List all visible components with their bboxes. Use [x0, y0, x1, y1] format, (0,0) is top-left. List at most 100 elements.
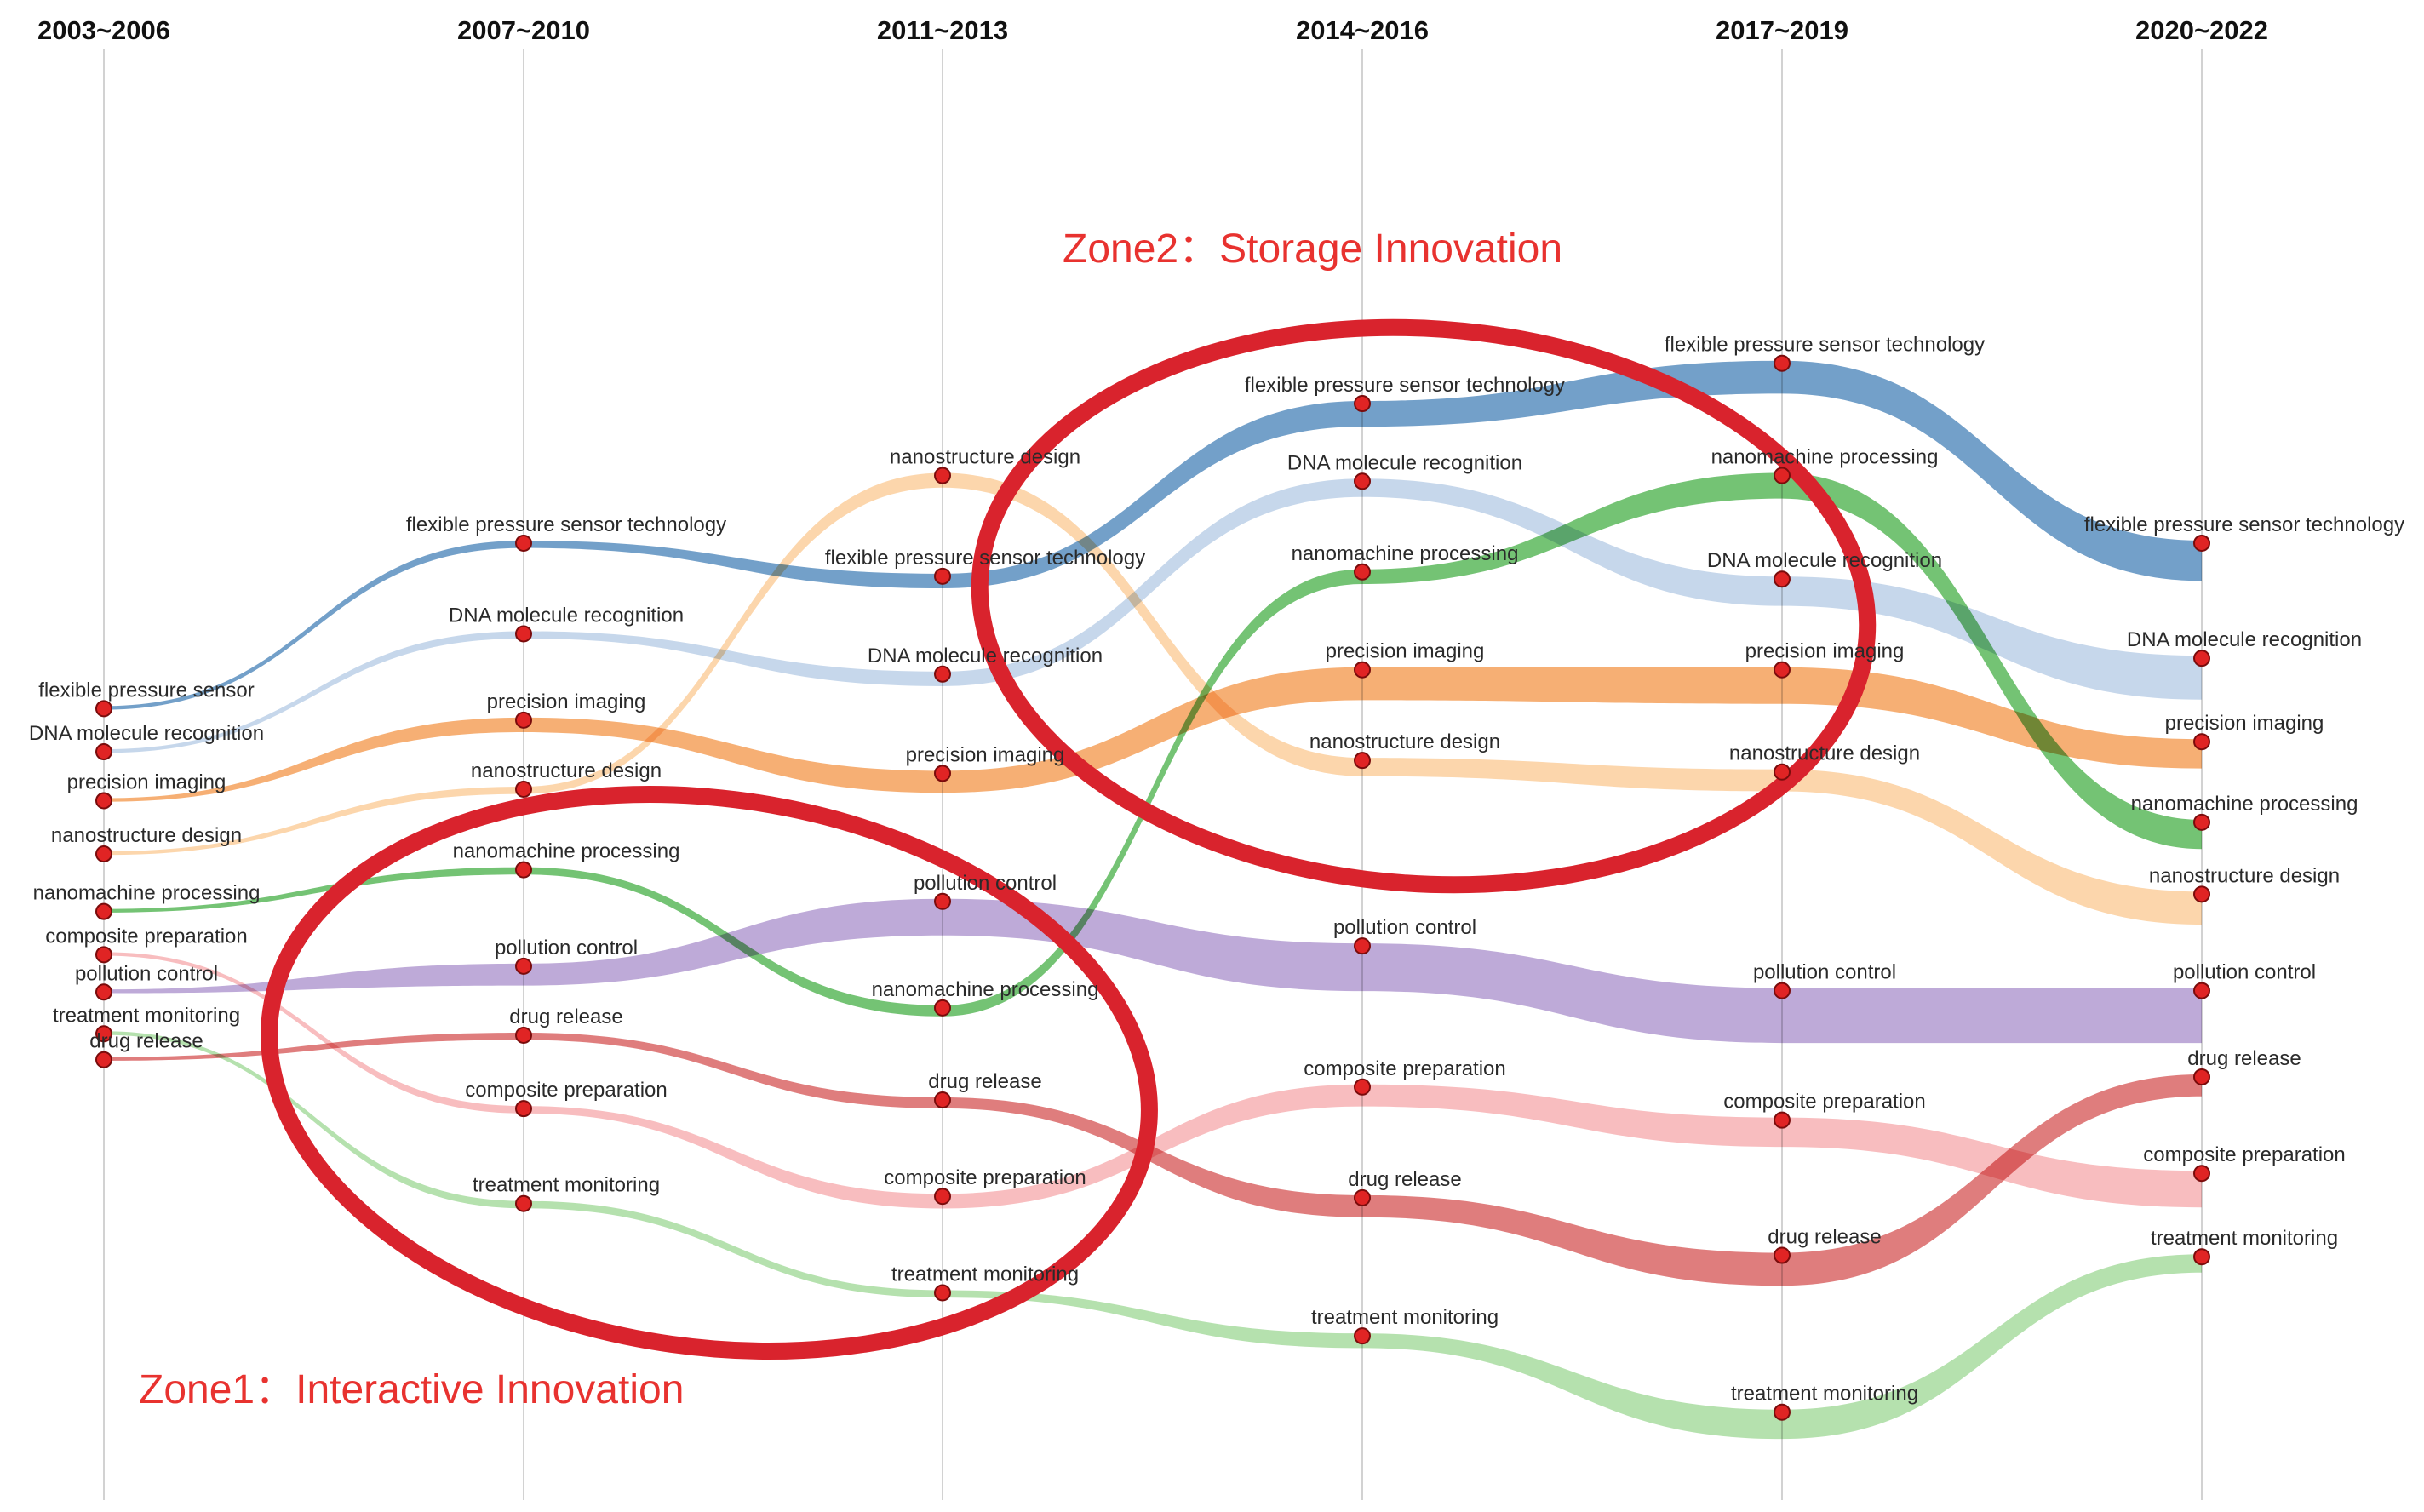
node-flexible-pressure-sensor-technology-2	[515, 534, 532, 552]
node-label-composite-preparation-3: composite preparation	[884, 1166, 1086, 1189]
flow-drug-release-5-6	[1782, 1074, 2202, 1286]
node-drug-release-6	[2193, 1068, 2210, 1085]
node-label-precision-imaging-3: precision imaging	[906, 743, 1065, 766]
node-label-dna-molecule-recognition-4: DNA molecule recognition	[1287, 451, 1522, 474]
node-drug-release-2	[515, 1026, 532, 1044]
theme-nodes	[95, 354, 2210, 1421]
node-nanomachine-processing-6	[2193, 813, 2210, 831]
node-precision-imaging-6	[2193, 733, 2210, 751]
period-label-3: 2011~2013	[877, 15, 1008, 45]
node-nanostructure-design-6	[2193, 885, 2210, 903]
node-label-nanomachine-processing-5: nanomachine processing	[1711, 446, 1939, 469]
node-nanomachine-processing-2	[515, 861, 532, 879]
zone2-outline	[971, 318, 1877, 894]
period-label-1: 2003~2006	[37, 15, 170, 45]
node-label-pollution-control-1: pollution control	[75, 962, 218, 985]
node-nanostructure-design-5	[1774, 763, 1791, 781]
flow-drug-release-4-5	[1362, 1194, 1782, 1286]
flow-nanostructure-design-3-4	[943, 472, 1362, 776]
node-label-flexible-pressure-sensor-technology-3: flexible pressure sensor technology	[825, 547, 1145, 570]
node-label-treatment-monitoring-5: treatment monitoring	[1731, 1383, 1918, 1406]
node-label-drug-release-2: drug release	[509, 1005, 622, 1028]
flow-drug-release-2-3	[524, 1032, 943, 1108]
period-label-4: 2014~2016	[1296, 15, 1429, 45]
node-label-drug-release-5: drug release	[1768, 1226, 1881, 1249]
zone2-label: Zone2：Storage Innovation	[1063, 226, 1562, 272]
node-pollution-control-5	[1774, 982, 1791, 999]
flow-treatment-monitoring-2-3	[524, 1200, 943, 1298]
node-label-nanomachine-processing-6: nanomachine processing	[2131, 793, 2358, 816]
flow-precision-imaging-2-3	[524, 717, 943, 793]
flow-nanostructure-design-4-5	[1362, 758, 1782, 792]
flow-dna-molecule-recognition-2-3	[524, 631, 943, 686]
node-nanostructure-design-2	[515, 780, 532, 798]
node-label-nanostructure-design-6: nanostructure design	[2149, 864, 2340, 887]
node-nanostructure-design-3	[934, 467, 951, 484]
node-nanostructure-design-1	[95, 845, 112, 863]
node-precision-imaging-2	[515, 711, 532, 729]
flow-nanomachine-processing-1-2	[104, 867, 524, 913]
node-label-nanostructure-design-1: nanostructure design	[51, 824, 242, 847]
node-label-flexible-pressure-sensor-technology-2: flexible pressure sensor technology	[406, 513, 726, 536]
node-flexible-pressure-sensor-technology-1	[95, 700, 112, 718]
node-label-pollution-control-3: pollution control	[914, 872, 1057, 895]
node-composite-preparation-6	[2193, 1165, 2210, 1183]
node-precision-imaging-1	[95, 792, 112, 810]
flow-composite-preparation-2-3	[524, 1106, 943, 1209]
flow-nanostructure-design-1-2	[104, 786, 524, 856]
node-composite-preparation-4	[1354, 1078, 1371, 1096]
flow-precision-imaging-4-5	[1362, 667, 1782, 704]
flow-pollution-control-3-4	[943, 898, 1362, 992]
node-dna-molecule-recognition-6	[2193, 650, 2210, 667]
flow-flexible-pressure-sensor-technology-2-3	[524, 540, 943, 589]
node-pollution-control-1	[95, 983, 112, 1001]
node-precision-imaging-4	[1354, 661, 1371, 679]
node-label-dna-molecule-recognition-3: DNA molecule recognition	[868, 644, 1103, 667]
flow-flexible-pressure-sensor-technology-1-2	[104, 540, 524, 710]
node-label-treatment-monitoring-1: treatment monitoring	[53, 1004, 240, 1027]
flow-treatment-monitoring-4-5	[1362, 1333, 1782, 1440]
node-label-pollution-control-5: pollution control	[1753, 961, 1896, 984]
node-label-nanostructure-design-3: nanostructure design	[890, 446, 1080, 469]
node-label-composite-preparation-4: composite preparation	[1304, 1057, 1505, 1080]
node-label-drug-release-3: drug release	[928, 1070, 1041, 1093]
flow-composite-preparation-5-6	[1782, 1117, 2202, 1208]
node-drug-release-4	[1354, 1188, 1371, 1206]
flow-drug-release-1-2	[104, 1032, 524, 1061]
flow-pollution-control-4-5	[1362, 943, 1782, 1044]
node-flexible-pressure-sensor-technology-4	[1354, 395, 1371, 413]
node-label-nanomachine-processing-4: nanomachine processing	[1292, 542, 1519, 565]
period-label-5: 2017~2019	[1716, 15, 1848, 45]
period-labels: 2003~2006 2007~2010 2011~2013 2014~2016 2017…	[37, 15, 2268, 45]
flow-nanomachine-processing-5-6	[1782, 472, 2202, 850]
node-treatment-monitoring-3	[934, 1284, 951, 1302]
node-label-composite-preparation-5: composite preparation	[1723, 1091, 1925, 1114]
zone1-outline	[261, 786, 1158, 1360]
node-treatment-monitoring-1	[95, 1025, 112, 1043]
node-pollution-control-2	[515, 957, 532, 975]
node-flexible-pressure-sensor-technology-5	[1774, 354, 1791, 372]
node-pollution-control-4	[1354, 937, 1371, 955]
node-dna-molecule-recognition-1	[95, 743, 112, 761]
flow-pollution-control-1-2	[104, 963, 524, 994]
node-label-drug-release-6: drug release	[2187, 1047, 2301, 1070]
node-label-composite-preparation-6: composite preparation	[2143, 1143, 2345, 1166]
node-label-treatment-monitoring-4: treatment monitoring	[1311, 1306, 1499, 1329]
node-label-nanomachine-processing-1: nanomachine processing	[33, 882, 261, 905]
node-pollution-control-3	[934, 892, 951, 910]
node-precision-imaging-5	[1774, 661, 1791, 679]
node-nanomachine-processing-3	[934, 999, 951, 1017]
flow-composite-preparation-4-5	[1362, 1084, 1782, 1148]
node-label-pollution-control-4: pollution control	[1333, 916, 1476, 939]
node-pollution-control-6	[2193, 982, 2210, 999]
node-drug-release-3	[934, 1091, 951, 1109]
node-label-drug-release-4: drug release	[1348, 1168, 1461, 1191]
node-label-treatment-monitoring-3: treatment monitoring	[891, 1263, 1079, 1286]
flow-dna-molecule-recognition-4-5	[1362, 478, 1782, 606]
node-label-nanostructure-design-2: nanostructure design	[471, 759, 662, 782]
node-label-flexible-pressure-sensor-technology-6: flexible pressure sensor technology	[2084, 513, 2404, 536]
node-dna-molecule-recognition-3	[934, 665, 951, 683]
node-label-precision-imaging-4: precision imaging	[1326, 640, 1485, 663]
node-dna-molecule-recognition-5	[1774, 570, 1791, 588]
node-label-nanostructure-design-4: nanostructure design	[1309, 730, 1500, 753]
